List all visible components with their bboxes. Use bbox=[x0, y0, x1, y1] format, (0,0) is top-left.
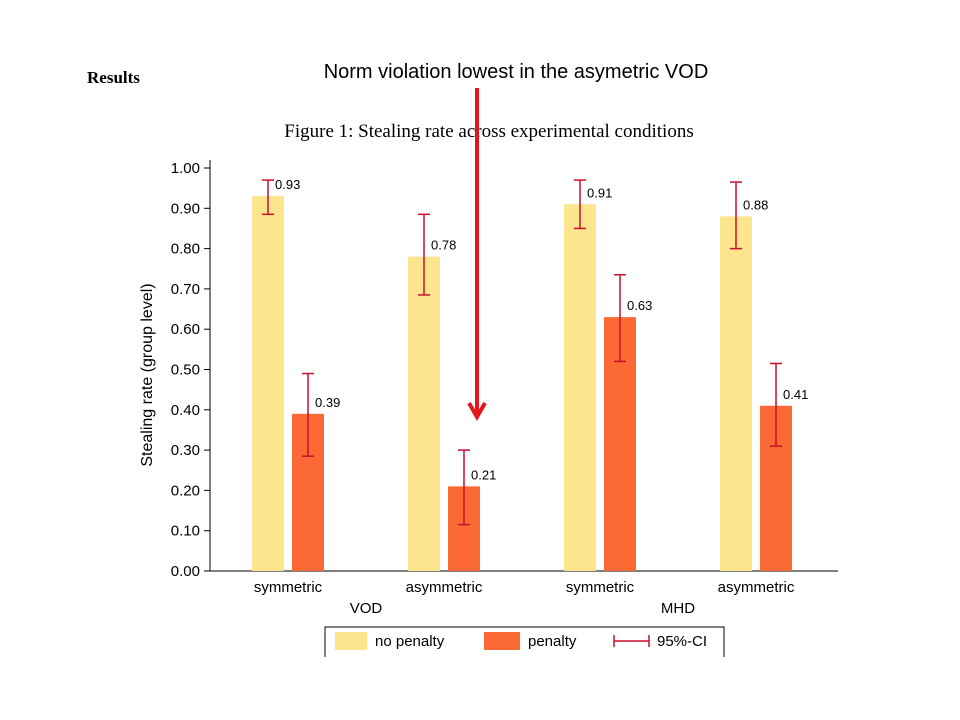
x-group-label: MHD bbox=[661, 600, 695, 617]
y-tick-label: 0.70 bbox=[171, 281, 200, 298]
y-tick-label: 0.00 bbox=[171, 563, 200, 580]
data-label: 0.93 bbox=[275, 177, 300, 192]
y-tick-label: 0.40 bbox=[171, 402, 200, 419]
legend-label: penalty bbox=[528, 633, 577, 650]
data-label: 0.41 bbox=[783, 387, 808, 402]
plot-area: 0.00 0.10 0.20 0.30 0.40 0.50 0.60 0.70 0.80 0.90… bbox=[171, 160, 838, 617]
data-label: 0.21 bbox=[471, 467, 496, 482]
legend-swatch-penalty bbox=[484, 632, 520, 650]
bar-no-penalty bbox=[564, 204, 596, 571]
annotation-text: Norm violation lowest in the asymetric V… bbox=[324, 61, 709, 83]
slide-heading: Results bbox=[87, 68, 140, 87]
x-tick-label: asymmetric bbox=[718, 579, 795, 596]
data-label: 0.63 bbox=[627, 298, 652, 313]
y-axis-label: Stealing rate (group level) bbox=[139, 283, 156, 466]
data-label: 0.78 bbox=[431, 238, 456, 253]
chart-title: Figure 1: Stealing rate across experimen… bbox=[284, 121, 693, 142]
legend-swatch-no-penalty bbox=[335, 632, 367, 650]
y-tick-label: 0.60 bbox=[171, 321, 200, 338]
arrow-head bbox=[467, 402, 487, 422]
x-tick-label: symmetric bbox=[254, 579, 323, 596]
legend-label: 95%-CI bbox=[657, 633, 707, 650]
x-tick-label: asymmetric bbox=[406, 579, 483, 596]
bar-no-penalty bbox=[408, 256, 440, 571]
x-tick-label: symmetric bbox=[566, 579, 635, 596]
data-label: 0.39 bbox=[315, 395, 340, 410]
x-group-label: VOD bbox=[350, 600, 383, 617]
y-tick-label: 0.90 bbox=[171, 200, 200, 217]
y-tick-label: 0.30 bbox=[171, 442, 200, 459]
y-tick-label: 0.20 bbox=[171, 482, 200, 499]
y-tick-label: 1.00 bbox=[171, 160, 200, 177]
data-label: 0.88 bbox=[743, 197, 768, 212]
y-tick-label: 0.50 bbox=[171, 362, 200, 379]
y-tick-label: 0.80 bbox=[171, 241, 200, 258]
legend: no penalty penalty 95%-CI bbox=[324, 626, 725, 657]
bar-no-penalty bbox=[720, 216, 752, 572]
y-tick-label: 0.10 bbox=[171, 523, 200, 540]
legend-label: no penalty bbox=[375, 633, 445, 650]
data-label: 0.91 bbox=[587, 185, 612, 200]
legend-frame bbox=[324, 626, 725, 657]
bar-no-penalty bbox=[252, 196, 284, 571]
annotation-group: Norm violation lowest in the asymetric V… bbox=[324, 61, 709, 422]
